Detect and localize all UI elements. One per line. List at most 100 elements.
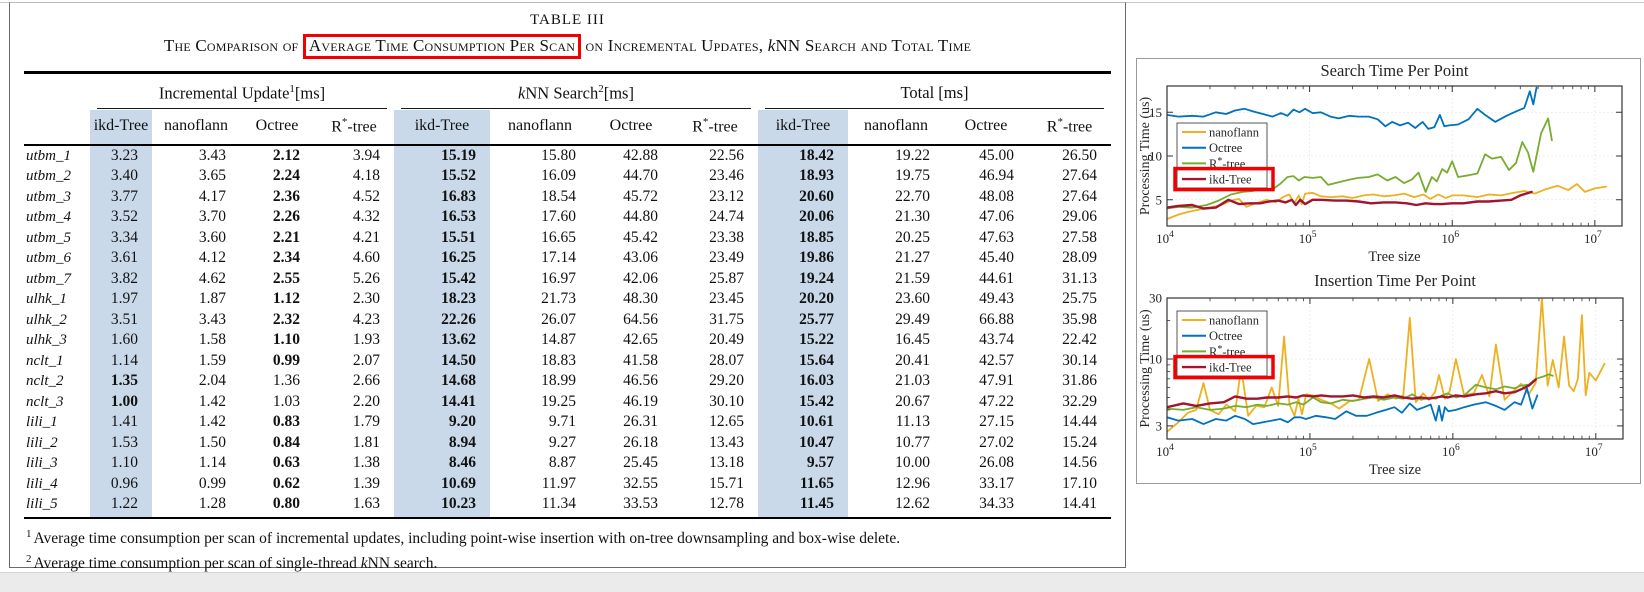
table-row: lili_5 1.22 1.28 0.80 1.63 10.23 11.34 33.53 12.… bbox=[24, 494, 1112, 519]
cell: 3.51 bbox=[90, 309, 152, 331]
cell: 1.22 bbox=[90, 494, 152, 519]
cell: 21.59 bbox=[895, 269, 930, 287]
cell: 13.62 bbox=[394, 330, 490, 351]
cell: 30.10 bbox=[709, 392, 744, 410]
cell: 26.07 bbox=[541, 310, 576, 328]
cell: 18.85 bbox=[758, 227, 848, 249]
cell: 42.88 bbox=[623, 146, 658, 164]
cell: 44.61 bbox=[979, 269, 1014, 287]
cell: 19.86 bbox=[758, 248, 848, 269]
cell: 3.61 bbox=[90, 248, 152, 269]
cell: 66.88 bbox=[979, 310, 1014, 328]
cell: 20.67 bbox=[895, 392, 930, 410]
legend-label: ikd-Tree bbox=[1209, 361, 1252, 375]
col-header-ikd-Tree: ikd-Tree bbox=[394, 110, 490, 146]
cell: 18.99 bbox=[541, 372, 576, 390]
cell: 42.06 bbox=[623, 269, 658, 287]
table-panel: TABLE III The Comparison of Average Time… bbox=[9, 2, 1126, 572]
cell: 31.75 bbox=[709, 310, 744, 328]
cell: 1.42 bbox=[198, 392, 226, 410]
cell: 11.97 bbox=[541, 474, 576, 492]
cell: 18.83 bbox=[541, 351, 576, 369]
cell: 9.20 bbox=[394, 412, 490, 433]
cell: 2.07 bbox=[352, 351, 380, 369]
cell: 42.65 bbox=[623, 331, 658, 349]
cell: 26.50 bbox=[1062, 146, 1098, 164]
row-label: utbm_5 bbox=[26, 229, 71, 246]
x-tick-label: 104 bbox=[1156, 230, 1174, 246]
cell: 1.87 bbox=[198, 290, 226, 308]
cell: 2.66 bbox=[352, 372, 380, 390]
cell: 14.41 bbox=[394, 391, 490, 413]
cell: 2.12 bbox=[272, 146, 300, 164]
row-label: utbm_1 bbox=[26, 147, 71, 164]
cell: 27.58 bbox=[1062, 228, 1098, 246]
cell: 19.25 bbox=[541, 392, 576, 410]
cell: 48.30 bbox=[623, 290, 658, 308]
cell: 0.99 bbox=[198, 474, 226, 492]
cell: 18.93 bbox=[758, 166, 848, 187]
cell: 2.34 bbox=[272, 249, 300, 267]
cell: 3.52 bbox=[90, 207, 152, 228]
cell: 33.17 bbox=[979, 474, 1014, 492]
x-tick-label: 105 bbox=[1299, 443, 1317, 459]
cell: 1.97 bbox=[90, 289, 152, 310]
ikd-tree-annotation-box bbox=[1173, 166, 1275, 192]
cell: 20.49 bbox=[709, 331, 744, 349]
cell: 1.81 bbox=[352, 433, 380, 451]
legend-box bbox=[1176, 122, 1268, 189]
cell: 32.55 bbox=[623, 474, 658, 492]
cell: 0.99 bbox=[272, 351, 300, 369]
series-nanoflann bbox=[1167, 298, 1606, 433]
y-tick-label: 15 bbox=[1149, 105, 1162, 120]
cell: 21.30 bbox=[895, 208, 930, 226]
cell: 25.87 bbox=[709, 269, 744, 287]
cell: 10.23 bbox=[394, 494, 490, 519]
series-Rstar-tree bbox=[1167, 373, 1554, 411]
cell: 48.08 bbox=[979, 187, 1014, 205]
cell: 10.69 bbox=[394, 473, 490, 495]
series-ikd-Tree bbox=[1167, 378, 1537, 409]
cell: 1.60 bbox=[90, 330, 152, 351]
cell: 45.42 bbox=[623, 228, 658, 246]
cell: 22.42 bbox=[1062, 331, 1098, 349]
cell: 2.24 bbox=[272, 167, 300, 185]
group-header-0: Incremental Update1[ms] bbox=[90, 70, 394, 111]
table-row: utbm_7 3.82 4.62 2.55 5.26 15.42 16.97 42.06 25.… bbox=[24, 268, 1111, 290]
row-label: utbm_4 bbox=[26, 209, 71, 226]
cell: 10.00 bbox=[895, 454, 930, 472]
x-tick-label: 107 bbox=[1585, 443, 1603, 459]
row-label: utbm_6 bbox=[26, 250, 71, 267]
legend-label: Octree bbox=[1209, 329, 1243, 343]
cell: 46.94 bbox=[979, 167, 1014, 185]
cell: 2.55 bbox=[272, 269, 300, 287]
cell: 31.86 bbox=[1062, 372, 1098, 390]
col-header-Rstar-tree: R*-tree bbox=[672, 110, 758, 146]
cell: 15.52 bbox=[394, 166, 490, 187]
cell: 19.24 bbox=[758, 268, 848, 290]
table-title: TABLE III bbox=[530, 12, 605, 28]
cell: 16.03 bbox=[758, 371, 848, 392]
caption-italic-k: k bbox=[767, 36, 776, 55]
cell: 1.63 bbox=[314, 494, 394, 519]
table-row: utbm_1 3.23 3.43 2.12 3.94 15.19 15.80 42.88 22.… bbox=[24, 144, 1111, 167]
cell: 23.46 bbox=[709, 167, 744, 185]
cell: 13.43 bbox=[709, 433, 744, 451]
cell: 16.65 bbox=[541, 228, 576, 246]
cell: 3.43 bbox=[198, 146, 226, 164]
cell: 15.64 bbox=[758, 350, 848, 372]
cell: 14.41 bbox=[1028, 494, 1112, 519]
row-label: lili_5 bbox=[24, 494, 90, 519]
cell: 4.32 bbox=[352, 208, 380, 226]
cell: 23.49 bbox=[709, 249, 744, 267]
cell: 15.51 bbox=[394, 227, 490, 249]
table-row: ulhk_3 1.60 1.58 1.10 1.93 13.62 14.87 42.65 20.… bbox=[24, 330, 1111, 351]
y-axis-label: Processing Time (us) bbox=[1138, 97, 1153, 216]
cell: 5.26 bbox=[352, 269, 380, 287]
caption-post: NN Search and Total Time bbox=[775, 36, 972, 55]
col-header-Octree: Octree bbox=[944, 110, 1028, 146]
col-header-nanoflann: nanoflann bbox=[848, 110, 944, 146]
cell: 1.10 bbox=[272, 331, 300, 349]
legend-label: nanoflann bbox=[1209, 126, 1260, 140]
cell: 47.91 bbox=[979, 372, 1014, 390]
